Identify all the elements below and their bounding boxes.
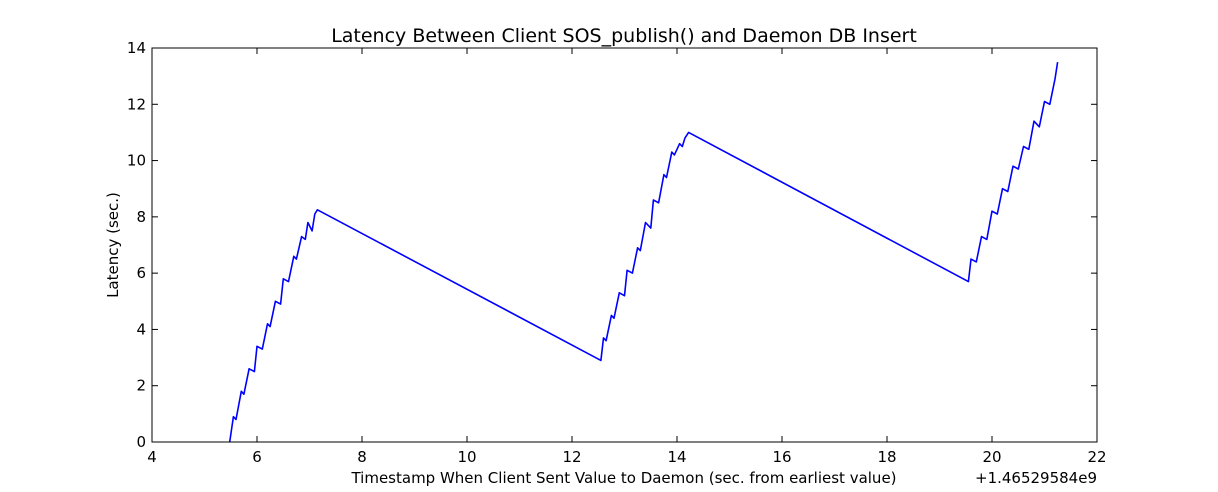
x-tick-label: 10: [457, 448, 476, 466]
y-tick-label: 8: [136, 208, 146, 226]
x-tick-label: 6: [252, 448, 262, 466]
x-tick-label: 18: [877, 448, 896, 466]
y-tick-label: 2: [136, 377, 146, 395]
x-axis-label: Timestamp When Client Sent Value to Daem…: [350, 469, 896, 487]
chart-title: Latency Between Client SOS_publish() and…: [331, 25, 917, 47]
y-tick-label: 6: [136, 264, 146, 282]
x-tick-label: 16: [772, 448, 791, 466]
x-tick-label: 14: [667, 448, 686, 466]
x-tick-label: 4: [147, 448, 157, 466]
y-tick-label: 0: [136, 433, 146, 451]
x-tick-label: 12: [562, 448, 581, 466]
series-line: [228, 61, 1059, 443]
y-axis: 0 2 4 6 8 10 12 14: [127, 39, 1097, 451]
x-axis: 4 6 8 10 12 14 16 18 20 22: [147, 48, 1107, 466]
x-tick-label: 20: [982, 448, 1001, 466]
series-group: [228, 61, 1059, 443]
plot-frame: [151, 47, 1098, 443]
y-tick-label: 14: [127, 39, 146, 57]
y-axis-label: Latency (sec.): [104, 192, 122, 298]
y-tick-label: 4: [136, 320, 146, 338]
x-axis-offset-label: +1.46529584e9: [975, 469, 1097, 487]
y-tick-label: 10: [127, 152, 146, 170]
x-tick-label: 8: [357, 448, 367, 466]
x-tick-label: 22: [1087, 448, 1106, 466]
y-tick-label: 12: [127, 95, 146, 113]
